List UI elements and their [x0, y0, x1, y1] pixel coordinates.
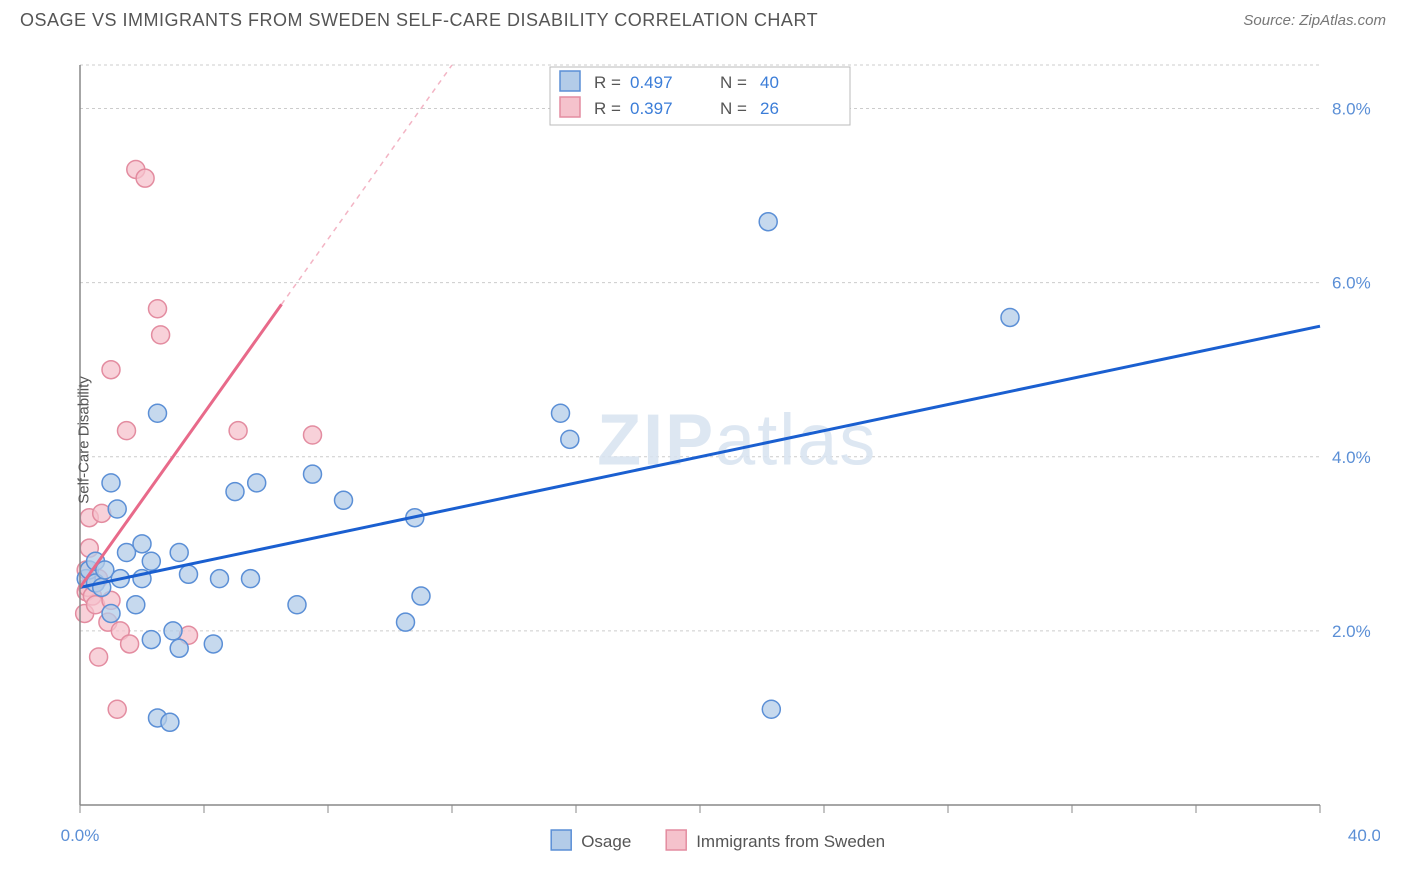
data-point [552, 404, 570, 422]
legend-r-label: R = [594, 99, 621, 118]
legend-n-value: 40 [760, 73, 779, 92]
data-point [762, 700, 780, 718]
chart-title: OSAGE VS IMMIGRANTS FROM SWEDEN SELF-CAR… [20, 10, 818, 31]
data-point [170, 544, 188, 562]
legend-n-label: N = [720, 99, 747, 118]
data-point [335, 491, 353, 509]
data-point [226, 483, 244, 501]
source-prefix: Source: [1243, 12, 1299, 29]
trend-line-extrapolated [282, 65, 453, 304]
data-point [152, 326, 170, 344]
data-point [229, 422, 247, 440]
data-point [149, 300, 167, 318]
legend-n-value: 26 [760, 99, 779, 118]
data-point [211, 570, 229, 588]
source-attribution: Source: ZipAtlas.com [1243, 12, 1386, 29]
data-point [102, 361, 120, 379]
data-point [90, 648, 108, 666]
data-point [108, 500, 126, 518]
legend-r-value: 0.497 [630, 73, 673, 92]
y-tick-label: 2.0% [1332, 622, 1371, 641]
data-point [288, 596, 306, 614]
data-point [133, 535, 151, 553]
data-point [142, 552, 160, 570]
data-point [118, 422, 136, 440]
legend-swatch [560, 71, 580, 91]
legend-series-label: Osage [581, 832, 631, 851]
x-axis-max-label: 40.0% [1348, 826, 1380, 845]
y-tick-label: 4.0% [1332, 448, 1371, 467]
data-point [136, 169, 154, 187]
data-point [242, 570, 260, 588]
legend-series-label: Immigrants from Sweden [696, 832, 885, 851]
y-tick-label: 8.0% [1332, 100, 1371, 119]
legend-r-value: 0.397 [630, 99, 673, 118]
data-point [561, 430, 579, 448]
data-point [759, 213, 777, 231]
data-point [108, 700, 126, 718]
data-point [102, 604, 120, 622]
legend-n-label: N = [720, 73, 747, 92]
x-axis-min-label: 0.0% [61, 826, 100, 845]
data-point [127, 596, 145, 614]
data-point [121, 635, 139, 653]
data-point [102, 474, 120, 492]
data-point [248, 474, 266, 492]
data-point [164, 622, 182, 640]
source-site: ZipAtlas.com [1299, 12, 1386, 29]
data-point [170, 639, 188, 657]
data-point [412, 587, 430, 605]
data-point [142, 631, 160, 649]
legend-swatch [551, 830, 571, 850]
y-axis-label: Self-Care Disability [75, 376, 92, 504]
chart-container: Self-Care Disability 2.0%4.0%6.0%8.0%ZIP… [50, 55, 1380, 825]
y-tick-label: 6.0% [1332, 274, 1371, 293]
data-point [161, 713, 179, 731]
legend-r-label: R = [594, 73, 621, 92]
legend-swatch [666, 830, 686, 850]
legend-swatch [560, 97, 580, 117]
data-point [304, 465, 322, 483]
data-point [397, 613, 415, 631]
data-point [204, 635, 222, 653]
data-point [304, 426, 322, 444]
data-point [1001, 308, 1019, 326]
data-point [180, 565, 198, 583]
data-point [149, 404, 167, 422]
scatter-chart: 2.0%4.0%6.0%8.0%ZIPatlas0.0%40.0%R =0.49… [50, 55, 1380, 865]
